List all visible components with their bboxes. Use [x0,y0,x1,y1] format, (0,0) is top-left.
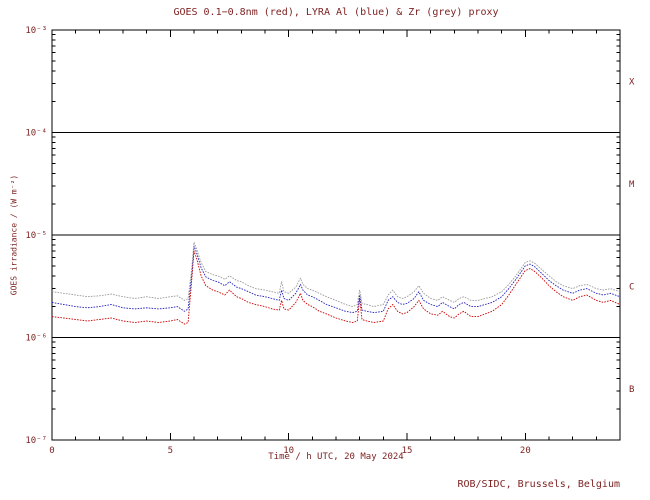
svg-text:10: 10 [283,446,294,456]
svg-text:10⁻⁷: 10⁻⁷ [25,436,47,446]
y-axis-label: GOES irradiance / (W m⁻²) [9,174,19,296]
svg-text:10⁻³: 10⁻³ [25,26,47,36]
svg-text:0: 0 [49,446,54,456]
svg-text:15: 15 [402,446,413,456]
svg-text:5: 5 [168,446,173,456]
x-axis-label: Time / h UTC, 20 May 2024 [268,452,404,462]
svg-text:B: B [629,385,634,395]
svg-text:M: M [629,180,635,190]
svg-text:10⁻⁵: 10⁻⁵ [25,231,47,241]
svg-text:C: C [629,282,634,292]
svg-text:10⁻⁶: 10⁻⁶ [25,334,47,344]
chart-title: GOES 0.1−0.8nm (red), LYRA Al (blue) & Z… [173,7,499,18]
credit-text: ROB/SIDC, Brussels, Belgium [457,479,620,490]
svg-text:X: X [629,77,635,87]
svg-text:10⁻⁴: 10⁻⁴ [25,129,47,139]
svg-text:20: 20 [520,446,531,456]
